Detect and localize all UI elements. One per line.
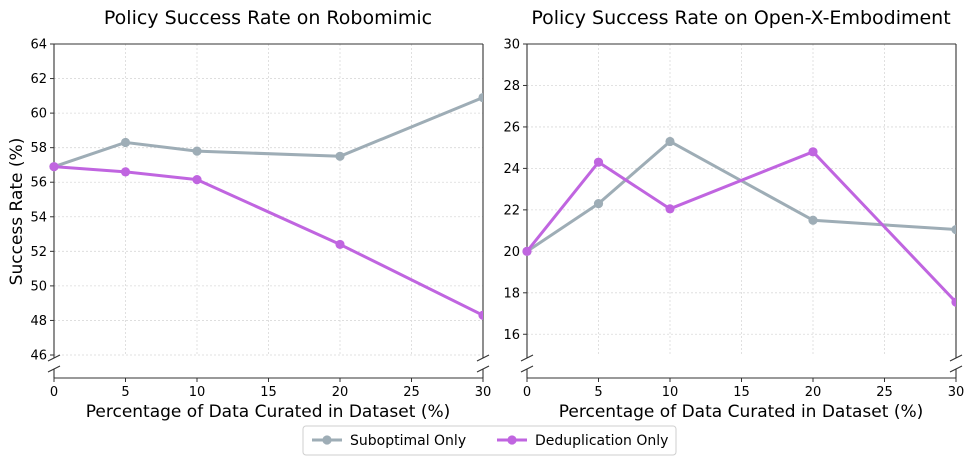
y-tick-label: 64: [30, 38, 47, 53]
x-tick-label: 25: [876, 385, 893, 400]
y-tick-label: 62: [30, 72, 47, 87]
data-point: [478, 310, 483, 320]
x-tick-label: 15: [733, 385, 750, 400]
y-tick-label: 18: [503, 286, 520, 301]
y-axis-label: Success Rate (%): [7, 138, 27, 286]
axis-break-mark: [476, 365, 490, 373]
x-tick-label: 0: [50, 385, 58, 400]
grid: [53, 43, 484, 356]
legend-marker: [507, 435, 517, 445]
data-point: [522, 246, 532, 256]
data-point: [192, 146, 202, 156]
axis-break-mark: [949, 365, 963, 373]
axis-break-mark: [520, 365, 534, 373]
data-point: [593, 157, 604, 167]
x-tick-label: 0: [523, 385, 531, 400]
data-point: [593, 199, 604, 209]
axis-break-mark: [476, 354, 490, 362]
y-tick-label: 16: [503, 328, 520, 343]
x-tick-label: 30: [948, 385, 965, 400]
x-axis-label: Percentage of Data Curated in Dataset (%…: [559, 402, 924, 422]
axis-break-mark: [520, 354, 534, 362]
data-point: [808, 215, 818, 225]
legend: Suboptimal Only Deduplication Only: [302, 425, 677, 456]
chart-title: Policy Success Rate on Open-X-Embodiment: [531, 7, 950, 29]
data-point: [49, 162, 59, 172]
legend-label: Deduplication Only: [535, 433, 668, 449]
data-point: [951, 297, 956, 307]
y-tick-label: 20: [503, 245, 520, 260]
y-tick-label: 30: [503, 38, 520, 53]
y-tick-label: 50: [30, 279, 47, 294]
x-tick-label: 5: [594, 385, 602, 400]
data-point: [808, 147, 818, 157]
data-point: [192, 175, 202, 185]
y-tick-label: 46: [30, 349, 47, 364]
x-tick-label: 30: [475, 385, 492, 400]
series-deduplication-only: [522, 147, 956, 307]
chart-title: Policy Success Rate on Robomimic: [104, 7, 432, 29]
legend-box: [302, 425, 677, 456]
x-tick-label: 25: [403, 385, 420, 400]
grid: [526, 43, 957, 355]
y-tick-label: 54: [30, 210, 47, 225]
data-point: [478, 92, 483, 103]
x-axis-label: Percentage of Data Curated in Dataset (%…: [86, 402, 451, 422]
y-tick-label: 24: [503, 162, 520, 177]
x-tick-label: 10: [662, 385, 679, 400]
x-tick-label: 20: [332, 385, 349, 400]
x-tick-label: 20: [805, 385, 822, 400]
y-tick-label: 48: [30, 314, 47, 329]
series-line: [525, 150, 956, 304]
data-point: [951, 224, 956, 235]
y-tick-label: 26: [503, 120, 520, 135]
data-point: [120, 137, 131, 148]
axis-break-mark: [949, 354, 963, 362]
x-tick-label: 5: [121, 385, 129, 400]
data-point: [665, 136, 675, 147]
axis-break-mark: [47, 354, 61, 362]
y-tick-label: 56: [30, 176, 47, 191]
y-tick-label: 28: [503, 79, 520, 94]
x-tick-label: 10: [189, 385, 206, 400]
y-tick-label: 60: [30, 107, 47, 122]
open-x-embodiment-panel: 0 5 10 15 20 25 30 16 18 20 22 24 26 28 30 Policy Succe…: [503, 7, 964, 422]
y-tick-label: 52: [30, 245, 47, 260]
y-tick-label: 58: [30, 141, 47, 156]
x-tick-label: 15: [260, 385, 277, 400]
y-tick-label: 22: [503, 203, 520, 218]
legend-label: Suboptimal Only: [350, 433, 466, 449]
data-point: [120, 167, 131, 177]
data-point: [665, 204, 675, 214]
legend-marker: [322, 435, 332, 445]
axis-break-mark: [47, 365, 61, 373]
series-deduplication-only: [49, 162, 483, 320]
robomimic-panel: 0 5 10 15 20 25 30 46 48 50 52 54 56 58 60 62 64 Policy S…: [7, 7, 491, 422]
data-point: [335, 151, 345, 161]
data-point: [335, 239, 345, 250]
